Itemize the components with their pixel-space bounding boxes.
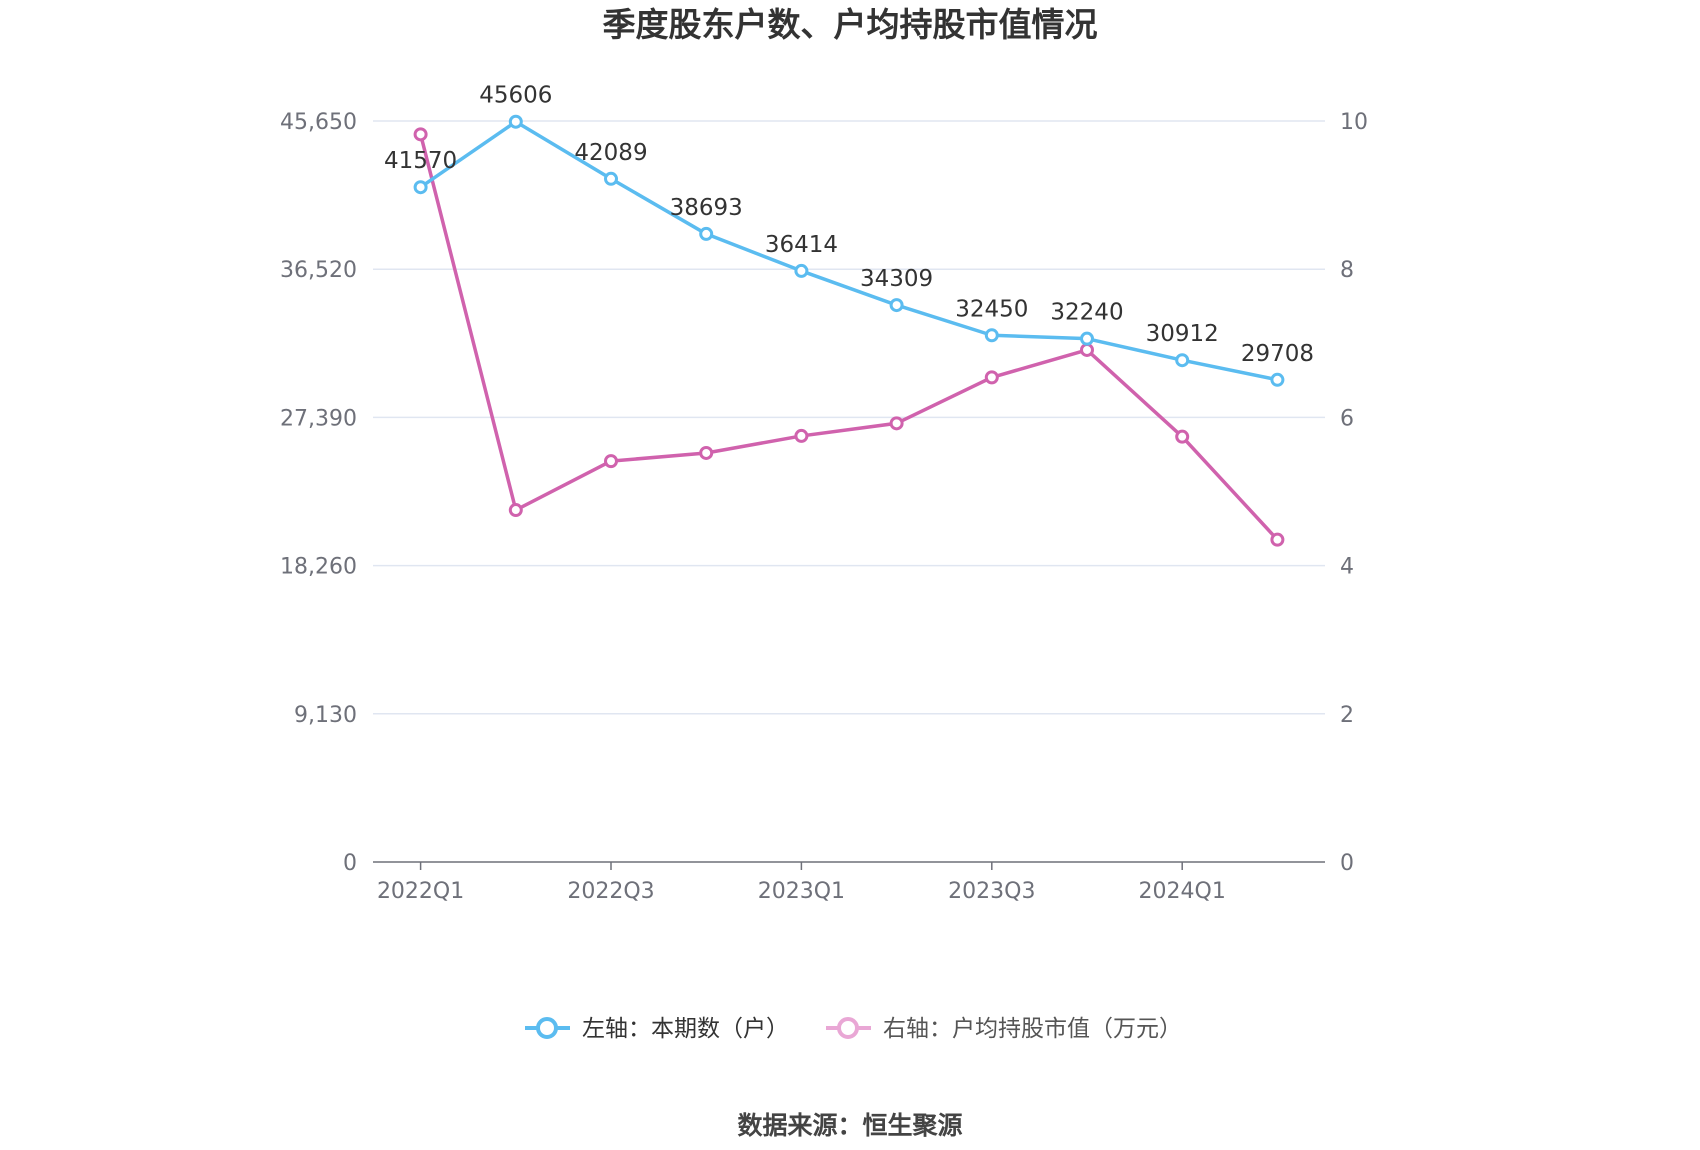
chart-title: 季度股东户数、户均持股市值情况 [603, 5, 1098, 44]
legend-item-left-series[interactable]: 左轴：本期数（户） [525, 1016, 789, 1042]
data-point-left[interactable] [889, 298, 904, 313]
data-label-left: 32240 [1050, 300, 1123, 326]
grid-lines [373, 120, 1325, 715]
right-tick-label: 4 [1340, 555, 1354, 580]
legend-left-label: 左轴：本期数（户） [582, 1016, 789, 1042]
x-tick-label: 2022Q3 [567, 879, 654, 904]
x-tick-label: 2023Q3 [948, 879, 1035, 904]
data-point-right[interactable] [889, 416, 904, 431]
data-label-left: 36414 [765, 232, 838, 258]
data-point-right[interactable] [1270, 532, 1285, 547]
left-tick-label: 27,390 [280, 406, 357, 431]
data-point-left[interactable] [1080, 331, 1094, 346]
right-tick-label: 0 [1340, 851, 1354, 876]
data-label-left: 29708 [1241, 341, 1314, 367]
legend-left-marker [536, 1017, 558, 1039]
data-point-left[interactable] [984, 328, 999, 343]
right-tick-label: 8 [1340, 258, 1354, 283]
legend: 左轴：本期数（户） 右轴：户均持股市值（万元） [525, 1016, 1182, 1042]
series-line-left [419, 119, 1278, 382]
data-point-right[interactable] [699, 445, 714, 460]
x-axis: 2022Q1 2022Q3 2023Q1 2023Q3 2024Q1 [373, 861, 1325, 904]
data-point-right[interactable] [508, 503, 523, 518]
legend-right-marker [837, 1017, 859, 1039]
right-tick-label: 6 [1340, 406, 1354, 431]
data-point-left[interactable] [794, 263, 809, 278]
data-point-left[interactable] [508, 114, 523, 129]
series-layer: 41570 45606 42089 38693 36414 34309 32450 32240… [384, 83, 1314, 547]
data-point-right[interactable] [984, 370, 999, 385]
legend-item-right-series[interactable]: 右轴：户均持股市值（万元） [826, 1016, 1182, 1042]
data-point-left[interactable] [1270, 372, 1285, 387]
data-point-right[interactable] [794, 428, 809, 443]
data-label-left: 34309 [860, 266, 933, 292]
data-label-left: 41570 [384, 148, 457, 174]
data-point-left[interactable] [413, 180, 428, 195]
data-label-left: 30912 [1146, 321, 1219, 347]
left-tick-label: 0 [343, 851, 357, 876]
legend-right-label: 右轴：户均持股市值（万元） [883, 1016, 1182, 1042]
data-point-left[interactable] [1175, 353, 1190, 368]
left-tick-label: 36,520 [280, 258, 357, 283]
x-tick-label: 2023Q1 [758, 879, 845, 904]
data-point-left[interactable] [699, 226, 714, 241]
data-source: 数据来源：恒生聚源 [737, 1111, 962, 1140]
left-axis: 0 9,130 18,260 27,390 36,520 45,650 [280, 110, 357, 876]
x-tick-label: 2024Q1 [1139, 879, 1226, 904]
series-line-right [418, 133, 1279, 541]
right-tick-label: 10 [1340, 110, 1368, 135]
data-point-right[interactable] [1175, 429, 1190, 444]
left-tick-label: 18,260 [280, 555, 357, 580]
data-label-left: 45606 [479, 83, 552, 109]
x-tick-label: 2022Q1 [377, 879, 464, 904]
data-point-right[interactable] [604, 454, 618, 469]
right-axis: 0 2 4 6 8 10 [1340, 110, 1368, 876]
left-tick-label: 9,130 [294, 703, 357, 728]
data-point-left[interactable] [604, 171, 618, 186]
left-tick-label: 45,650 [280, 110, 357, 135]
data-label-left: 32450 [955, 296, 1028, 322]
data-point-right[interactable] [413, 127, 428, 142]
right-tick-label: 2 [1340, 703, 1354, 728]
data-label-left: 42089 [574, 140, 647, 166]
data-point-right[interactable] [1080, 342, 1094, 357]
data-label-left: 38693 [670, 195, 743, 221]
